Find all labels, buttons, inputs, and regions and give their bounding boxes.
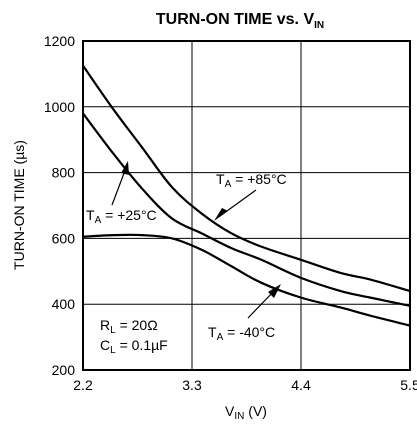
x-tick-label: 2.2 — [73, 377, 93, 393]
condition-cl: CL = 0.1µF — [100, 337, 168, 356]
x-tick-label: 4.4 — [291, 377, 311, 393]
x-tick-label: 5.5 — [400, 377, 417, 393]
arrow-25c — [111, 161, 129, 206]
y-tick-label: 400 — [52, 296, 76, 312]
series-lines — [82, 65, 411, 327]
y-tick-label: 600 — [52, 230, 76, 246]
condition-rl: RL = 20Ω — [100, 317, 158, 336]
y-tick-label: 200 — [52, 362, 76, 378]
arrow-minus40c — [247, 284, 281, 319]
plot-frame — [82, 40, 411, 371]
chart-title-sub: IN — [314, 20, 324, 31]
y-tick-label: 1000 — [44, 99, 75, 115]
label-25c: TA = +25°C — [86, 207, 157, 226]
x-tick-labels: 2.2 3.3 4.4 5.5 — [73, 377, 417, 393]
series-line-25c — [82, 112, 411, 307]
x-axis-label-rest: (V) — [244, 403, 267, 419]
y-axis-label: TURN-ON TIME (µs) — [11, 140, 27, 270]
series-line-minus40c — [82, 233, 411, 327]
x-axis-label-main: V — [225, 403, 235, 419]
y-tick-labels: 200 400 600 800 1000 1200 — [44, 33, 75, 378]
x-axis-label: VIN (V) — [225, 403, 267, 422]
chart-title-main: TURN-ON TIME vs. V — [156, 11, 315, 28]
y-tick-label: 800 — [52, 165, 76, 181]
label-minus40c: TA = -40°C — [208, 324, 275, 343]
series-line-85c — [82, 65, 411, 293]
label-85c: TA = +85°C — [216, 171, 287, 190]
chart-title: TURN-ON TIME vs. VIN — [156, 11, 324, 31]
x-axis-label-sub: IN — [234, 411, 244, 422]
y-tick-label: 1200 — [44, 33, 75, 49]
x-tick-label: 3.3 — [182, 377, 202, 393]
arrow-85c — [214, 189, 257, 221]
